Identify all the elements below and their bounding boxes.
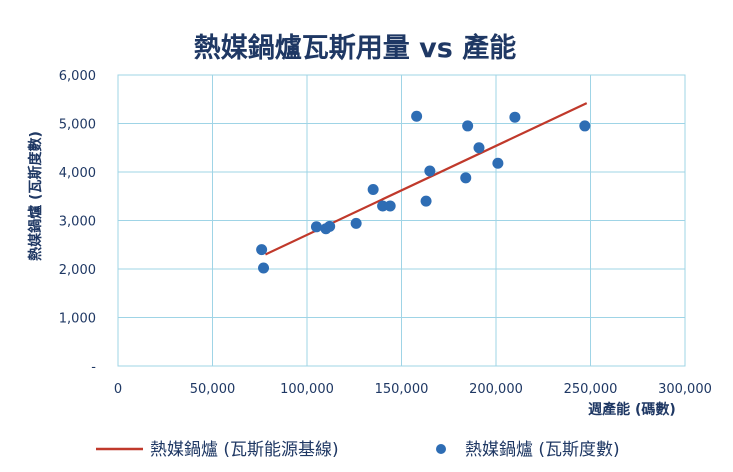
scatter-point bbox=[492, 157, 504, 169]
scatter-point bbox=[377, 200, 389, 212]
x-tick-labels: 0 50,000 100,000 150,000 200,000 250,000 300,0… bbox=[114, 382, 712, 397]
y-tick-label: - bbox=[91, 360, 96, 375]
x-tick-label: 150,000 bbox=[375, 382, 429, 397]
x-axis-title: 週產能 (碼數) bbox=[588, 401, 676, 418]
scatter-point bbox=[367, 183, 379, 195]
y-tick-label: 6,000 bbox=[59, 69, 96, 84]
scatter-point bbox=[424, 165, 436, 177]
scatter-point bbox=[460, 172, 472, 184]
scatter-series bbox=[256, 110, 591, 274]
scatter-point bbox=[258, 262, 270, 274]
scatter-point bbox=[256, 244, 268, 256]
scatter-point bbox=[579, 120, 591, 132]
legend: 熱媒鍋爐 (瓦斯能源基線) 熱媒鍋爐 (瓦斯度數) bbox=[96, 440, 620, 460]
scatter-point bbox=[324, 220, 336, 232]
legend-label-trend: 熱媒鍋爐 (瓦斯能源基線) bbox=[150, 440, 339, 460]
scatter-point bbox=[509, 111, 521, 123]
scatter-point bbox=[420, 195, 432, 207]
y-tick-label: 4,000 bbox=[59, 166, 96, 181]
x-tick-label: 100,000 bbox=[280, 382, 334, 397]
legend-dot-swatch bbox=[436, 444, 446, 454]
scatter-point bbox=[473, 142, 485, 154]
x-tick-label: 0 bbox=[114, 382, 122, 397]
scatter-point bbox=[310, 221, 322, 233]
y-tick-label: 2,000 bbox=[59, 263, 96, 278]
x-tick-label: 250,000 bbox=[564, 382, 618, 397]
chart-title: 熱媒鍋爐瓦斯用量 vs 產能 bbox=[194, 32, 516, 64]
y-tick-label: 5,000 bbox=[59, 118, 96, 133]
legend-label-scatter: 熱媒鍋爐 (瓦斯度數) bbox=[465, 440, 620, 460]
y-tick-labels: - 1,000 2,000 3,000 4,000 5,000 6,000 bbox=[59, 69, 97, 375]
x-tick-label: 200,000 bbox=[469, 382, 523, 397]
x-tick-label: 50,000 bbox=[190, 382, 236, 397]
scatter-point bbox=[462, 120, 474, 132]
y-tick-label: 1,000 bbox=[59, 312, 96, 327]
y-tick-label: 3,000 bbox=[59, 215, 96, 230]
scatter-point bbox=[411, 110, 423, 122]
gridlines bbox=[118, 75, 685, 366]
scatter-point bbox=[350, 217, 362, 229]
x-tick-label: 300,000 bbox=[658, 382, 712, 397]
scatter-point bbox=[384, 200, 396, 212]
y-axis-title: 熱媒鍋爐 (瓦斯度數) bbox=[27, 131, 44, 261]
